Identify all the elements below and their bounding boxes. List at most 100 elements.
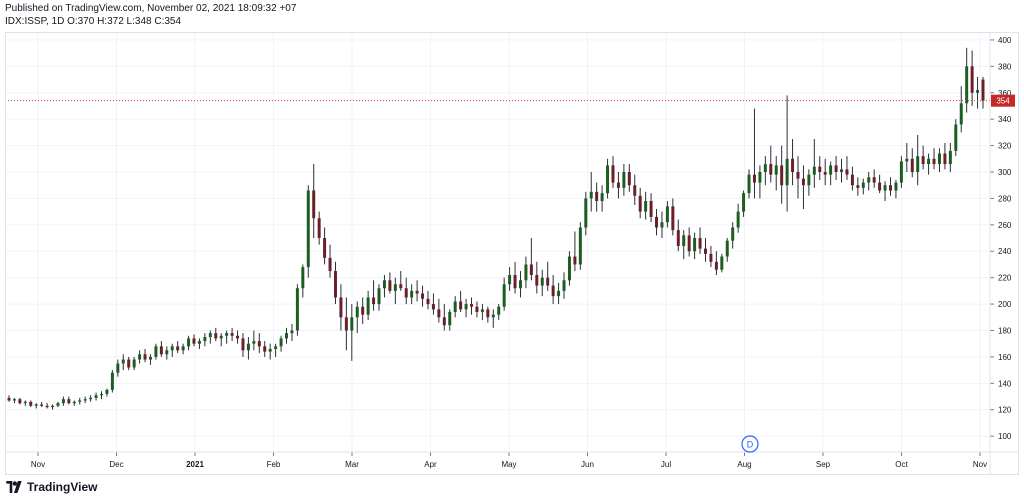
x-tick-label: Jul [661,460,671,469]
candle-up [540,277,544,286]
candle-down [317,218,321,239]
candle-up [219,335,223,339]
candle-down [513,275,517,289]
candle-down [7,397,11,401]
candle-up [959,103,963,125]
candle-down [796,172,800,179]
y-tick-label: 320 [998,142,1012,151]
y-tick-label: 160 [998,353,1012,362]
candle-down [312,190,316,219]
brand[interactable]: TradingView [5,479,97,495]
candle-up [578,227,582,265]
candle-up [557,290,561,297]
candle-down [328,257,332,272]
x-tick-label: Sep [816,460,831,469]
chart-frame[interactable]: 100 120 140 160 180 200 220 240 260 280 300 320 340 3… [5,30,1019,475]
candle-up [742,193,746,212]
candle-up [584,198,588,228]
candle-up [100,393,103,396]
y-tick-label: 260 [998,221,1012,230]
candle-down [856,185,860,188]
candle-down [475,306,479,312]
candle-up [905,158,909,162]
y-tick-label: 180 [998,326,1012,335]
candle-up [274,346,278,349]
candle-down [573,256,577,265]
candle-up [720,256,724,270]
x-tick-label: Mar [345,460,359,469]
x-tick-label: Nov [973,460,987,469]
candle-up [116,363,120,373]
candle-up [208,333,212,338]
y-tick-label: 240 [998,247,1012,256]
candle-up [524,264,528,281]
plot-border [5,32,1019,475]
candle-up [187,338,191,347]
candle-up [132,359,136,368]
y-tick-label: 300 [998,168,1012,177]
last-price-label: 354 [996,97,1010,106]
candle-down [801,178,805,186]
y-tick-label: 380 [998,62,1012,71]
candle-up [927,158,931,165]
candle-up [725,240,729,257]
candle-down [878,182,882,191]
candle-up [355,306,359,318]
candle-down [595,191,599,202]
candle-down [551,285,555,297]
candle-up [916,156,920,172]
candle-up [562,280,566,291]
x-tick-label: Aug [737,460,751,469]
candle-down [633,185,637,196]
candle-down [459,301,463,310]
candle-down [889,185,892,191]
candle-down [486,309,490,318]
candle-up [693,238,697,252]
candle-up [567,256,571,281]
candle-up [448,312,452,326]
candle-up [464,304,468,310]
candle-up [246,343,250,351]
candle-up [203,337,207,342]
candle-up [72,401,76,404]
candle-up [785,158,789,186]
candle-up [948,150,952,165]
candle-up [644,201,648,212]
y-tick-label: 340 [998,115,1012,124]
candle-down [257,341,261,347]
candle-up [306,190,310,268]
candle-up [12,399,16,401]
event-marker[interactable]: D [741,435,759,453]
candle-down [910,158,914,172]
candle-down [18,399,22,404]
candle-up [497,306,501,315]
candle-up [61,399,65,404]
y-tick-label: 280 [998,194,1012,203]
x-tick-label: 2021 [186,460,204,469]
candle-down [442,317,446,326]
candle-down [236,335,240,339]
candle-up [518,280,522,289]
candle-down [791,158,795,172]
candle-down [981,79,985,101]
candle-up [225,333,229,336]
candle-up [758,172,762,183]
candle-down [421,293,425,299]
candlestick-chart[interactable]: 100 120 140 160 180 200 220 240 260 280 300 320 340 3… [5,30,1019,475]
candle-down [344,317,348,331]
x-tick-label: Oct [895,460,908,469]
candle-down [638,195,642,212]
candle-down [687,235,691,252]
candle-up [861,182,865,188]
candle-down [932,158,936,165]
candle-up [622,172,626,188]
candle-down [29,401,33,406]
candle-up [94,395,98,398]
candle-up [747,174,751,194]
x-tick-label: Dec [109,460,123,469]
candle-down [546,277,550,286]
candle-up [508,275,512,285]
candle-up [295,288,299,331]
y-tick-label: 220 [998,274,1012,283]
candle-up [350,317,354,331]
